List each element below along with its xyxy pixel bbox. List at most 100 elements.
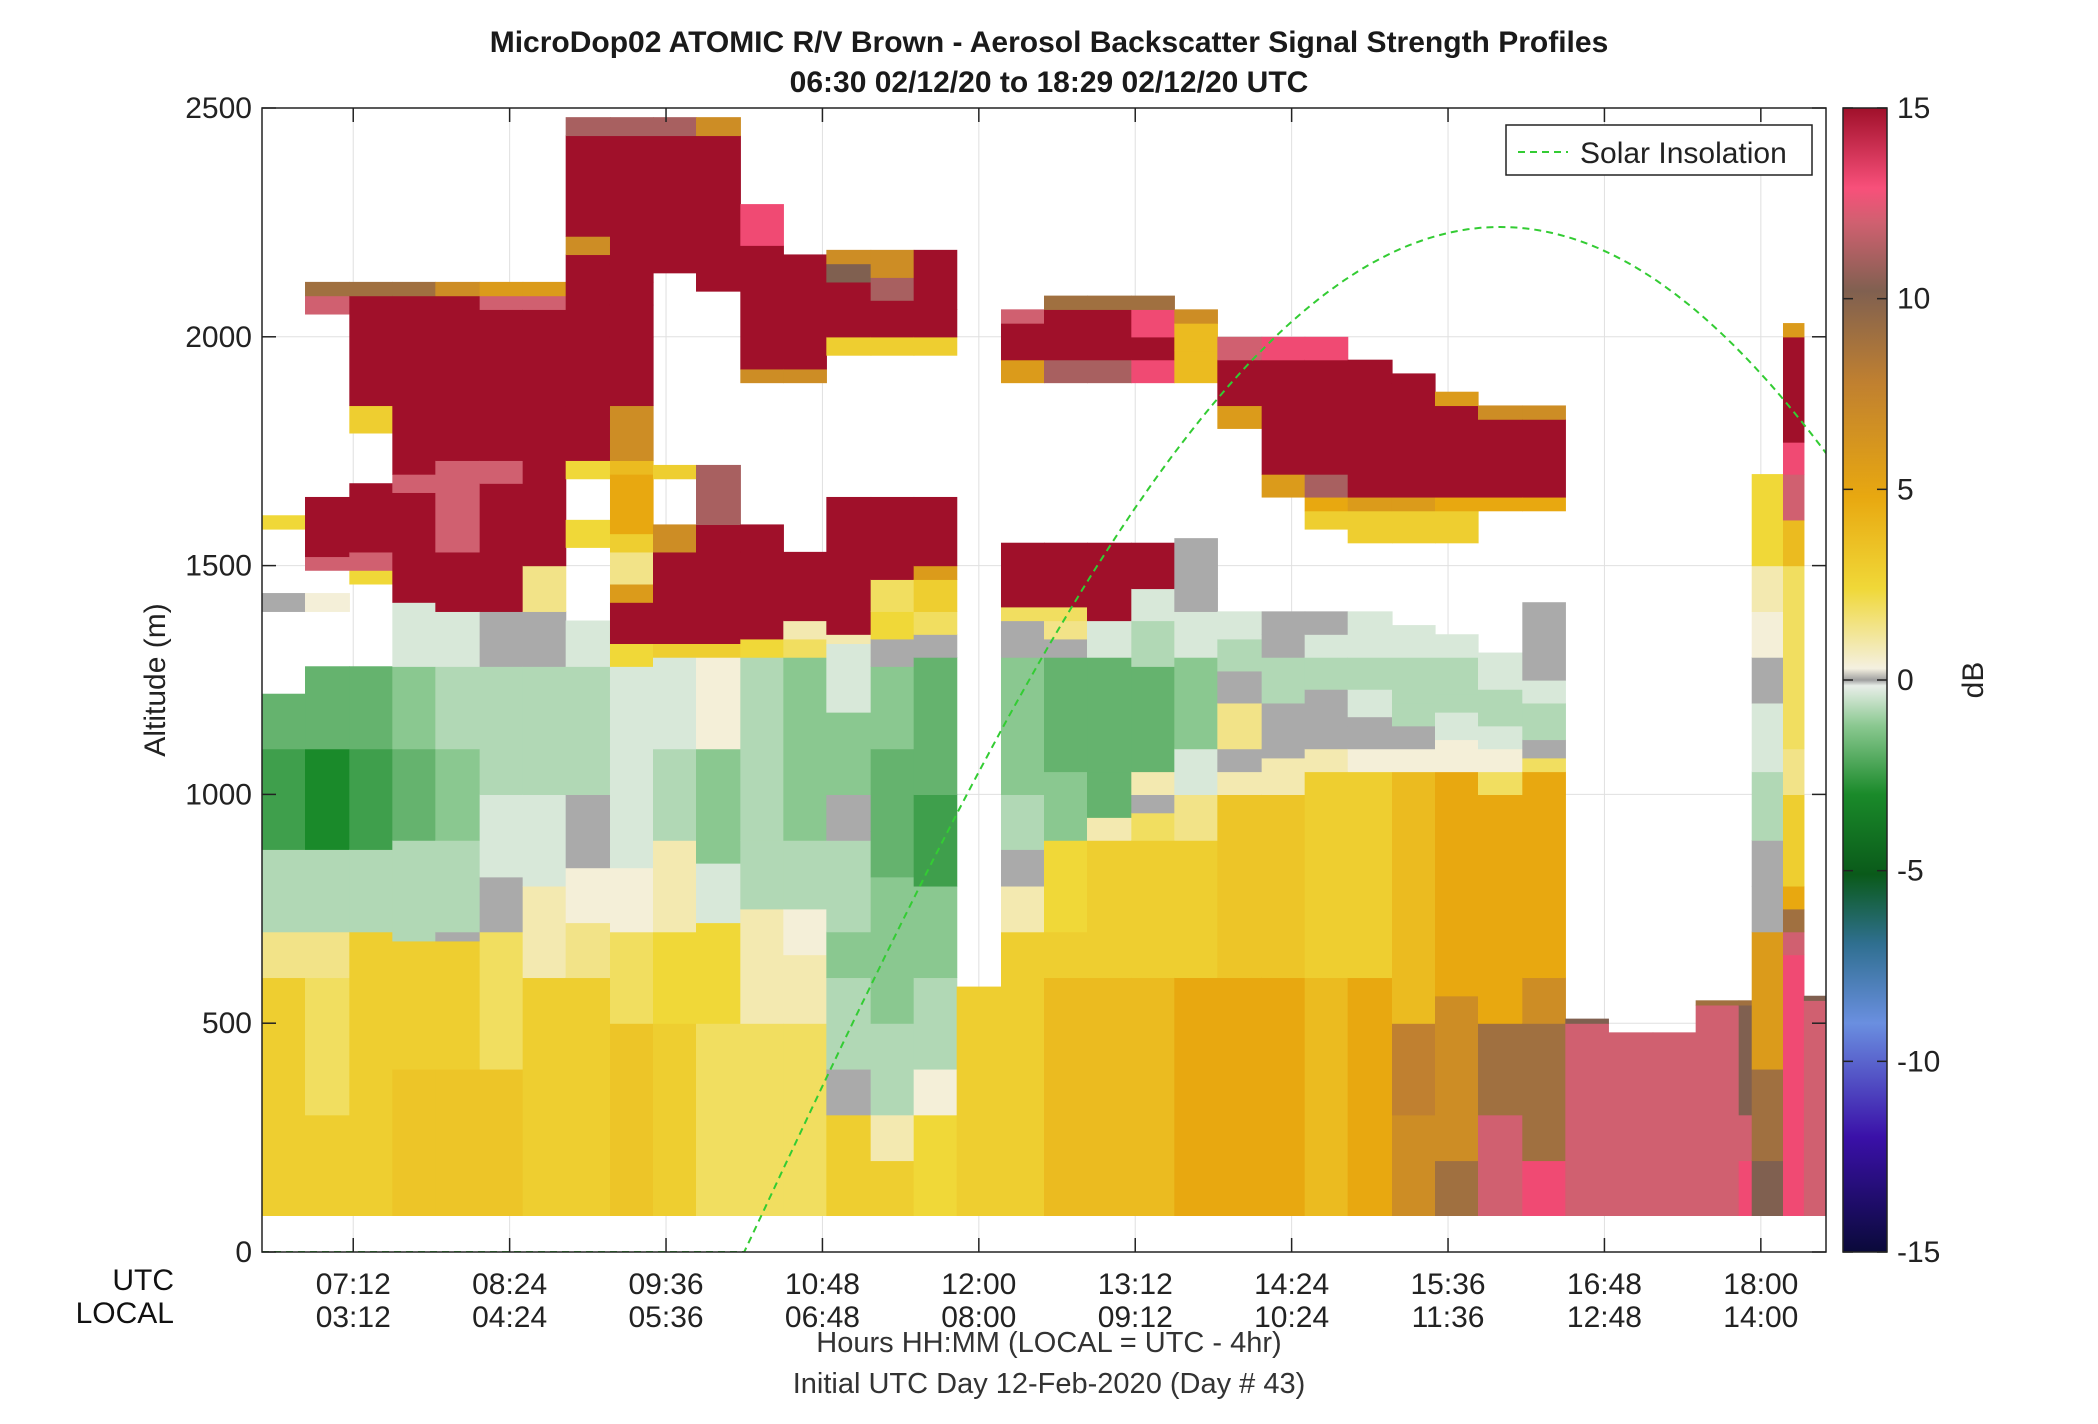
heatmap-cell [1174, 323, 1218, 352]
heatmap-cell [696, 254, 741, 292]
heatmap-cell [305, 1114, 350, 1216]
heatmap-cell [870, 748, 915, 832]
heatmap-cell [1478, 652, 1523, 690]
heatmap-cell [1751, 885, 1784, 933]
heatmap-cell [1751, 611, 1784, 658]
heatmap-cell [1782, 565, 1805, 750]
heatmap-cell [1131, 295, 1175, 310]
heatmap-cell [1435, 391, 1479, 407]
x-tick-label-local: 14:00 [1723, 1301, 1798, 1334]
colorbar-tick-label: -5 [1897, 855, 1924, 888]
heatmap-cell [1435, 995, 1479, 1162]
heatmap-cell [1304, 496, 1349, 512]
heatmap-cell [262, 593, 306, 612]
heatmap-cell [262, 693, 306, 750]
heatmap-cell [696, 922, 741, 1024]
heatmap-cell [740, 908, 784, 1024]
heatmap-cell [740, 368, 784, 384]
heatmap-cell [1044, 309, 1088, 361]
x-tick-label-local: 05:36 [628, 1301, 703, 1334]
heatmap-cell [1782, 519, 1805, 567]
heatmap-cell [609, 460, 654, 475]
heatmap-cell [1435, 405, 1479, 498]
heatmap-cell [1304, 336, 1349, 361]
heatmap-cell [1435, 510, 1479, 544]
heatmap-cell [783, 908, 827, 956]
heatmap-cell [435, 1068, 481, 1216]
heatmap-cell [1782, 885, 1805, 910]
heatmap-cell [1478, 748, 1523, 773]
heatmap-cell [1044, 606, 1088, 622]
heatmap-cell [479, 281, 524, 297]
heatmap-cell [392, 405, 436, 475]
heatmap-cell [1478, 1023, 1523, 1116]
heatmap-cell [913, 579, 958, 612]
heatmap-cell [1087, 309, 1132, 361]
heatmap-cell [1131, 977, 1175, 1216]
heatmap-cell [305, 748, 350, 850]
heatmap-cell [1174, 794, 1218, 841]
heatmap-cell [1522, 977, 1566, 1024]
x-tick-label-utc: 08:24 [472, 1268, 547, 1301]
x-tick-label-utc: 16:48 [1567, 1268, 1642, 1301]
heatmap-cell [1522, 419, 1566, 498]
heatmap-cell [783, 254, 827, 292]
heatmap-cell [392, 295, 436, 407]
heatmap-cell [1044, 840, 1088, 933]
heatmap-cell [392, 1068, 436, 1216]
legend: Solar Insolation [1505, 124, 1813, 176]
heatmap-cell [1304, 748, 1349, 773]
heatmap-cell [1087, 542, 1132, 594]
heatmap-cell [956, 986, 1002, 1216]
heatmap-cell [1751, 702, 1784, 773]
heatmap-cell [653, 1023, 697, 1216]
heatmap-cell [1087, 771, 1132, 818]
heatmap-cell [435, 931, 481, 942]
heatmap-cell [1435, 1160, 1479, 1216]
heatmap-cell [1522, 702, 1566, 741]
x-tick-label-utc: 12:00 [941, 1268, 1016, 1301]
heatmap-cell [1522, 757, 1566, 773]
heatmap-cell [1391, 1023, 1436, 1116]
heatmap-cell [1782, 474, 1805, 521]
heatmap-cell [1435, 771, 1479, 997]
heatmap-cell [870, 1114, 915, 1162]
heatmap-cell [349, 748, 393, 850]
heatmap-cell [1391, 496, 1436, 512]
heatmap-cell [1131, 309, 1175, 338]
heatmap-cell [435, 551, 481, 612]
heatmap-cell [1261, 702, 1306, 750]
heatmap-cell [783, 840, 827, 910]
heatmap-cell [1131, 542, 1175, 590]
heatmap-cell [522, 460, 567, 567]
heatmap-cell [262, 977, 306, 1162]
heatmap-cell [1347, 359, 1393, 384]
heatmap-cell [1347, 496, 1393, 512]
x-row-label-local: LOCAL [75, 1297, 174, 1330]
heatmap-cell [1261, 474, 1306, 498]
heatmap-cell [913, 336, 958, 356]
heatmap-cell [696, 748, 741, 864]
heatmap-cell [1087, 593, 1132, 622]
heatmap-cell [1261, 336, 1306, 361]
heatmap-cell [1174, 538, 1218, 590]
heatmap-cell [870, 666, 915, 750]
heatmap-cell [1391, 771, 1436, 1024]
heatmap-cell [913, 1068, 958, 1116]
x-tick-label-utc: 14:24 [1254, 1268, 1329, 1301]
heatmap-cell [609, 602, 654, 644]
heatmap-cell [1174, 588, 1218, 612]
x-tick-label-local: 12:48 [1567, 1301, 1642, 1334]
heatmap-cell [870, 249, 915, 278]
heatmap-cell [653, 524, 697, 553]
heatmap-cell [1217, 638, 1263, 672]
heatmap-cell [1391, 702, 1436, 727]
heatmap-cell [1304, 510, 1349, 530]
heatmap-cell [349, 281, 393, 297]
heatmap-cell [1435, 496, 1479, 512]
heatmap-cell [740, 840, 784, 910]
chart-title: MicroDop02 ATOMIC R/V Brown - Aerosol Ba… [489, 26, 1609, 59]
x-tick-label-utc: 10:48 [785, 1268, 860, 1301]
heatmap-cell [653, 464, 697, 480]
heatmap-cell [740, 551, 784, 640]
